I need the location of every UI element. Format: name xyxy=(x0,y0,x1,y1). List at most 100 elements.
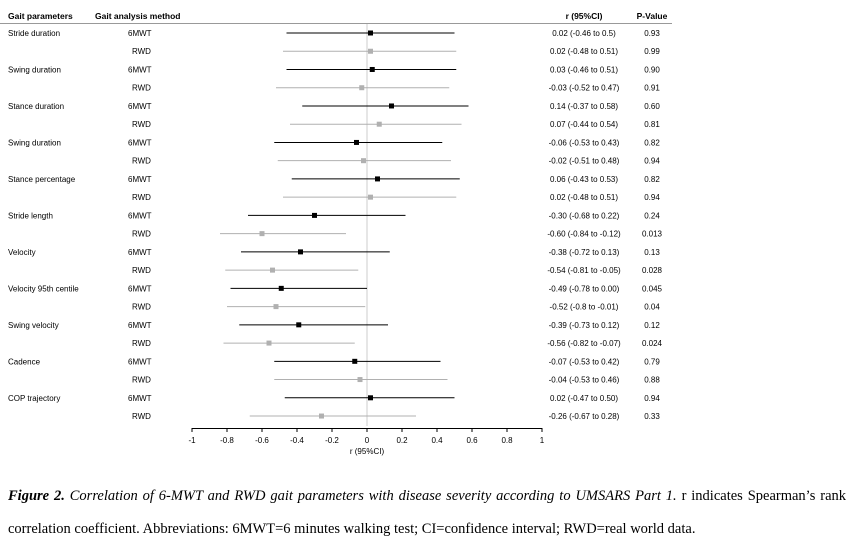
p-value: 0.13 xyxy=(644,248,660,257)
point-estimate xyxy=(368,395,373,401)
p-value: 0.91 xyxy=(644,84,660,93)
x-tick-label: -0.2 xyxy=(325,436,339,445)
method-label: 6MWT xyxy=(128,321,152,330)
caption-title: Correlation of 6-MWT and RWD gait parame… xyxy=(69,488,677,504)
point-estimate xyxy=(278,285,284,291)
ci-text: -0.02 (-0.51 to 0.48) xyxy=(549,157,620,166)
figure-caption: Figure 2. Correlation of 6-MWT and RWD g… xyxy=(8,480,846,546)
p-value: 0.024 xyxy=(642,339,663,348)
point-estimate xyxy=(259,231,265,237)
ci-text: 0.14 (-0.37 to 0.58) xyxy=(550,102,618,111)
ci-text: 0.02 (-0.48 to 0.51) xyxy=(550,47,618,56)
header-method: Gait analysis method xyxy=(95,11,181,21)
x-tick-label: -0.4 xyxy=(290,436,304,445)
p-value: 0.60 xyxy=(644,102,660,111)
method-label: 6MWT xyxy=(128,284,152,293)
method-label: 6MWT xyxy=(128,357,152,366)
param-label: Swing duration xyxy=(8,65,61,74)
ci-text: 0.03 (-0.46 to 0.51) xyxy=(550,65,618,74)
method-label: RWD xyxy=(132,47,151,56)
ci-text: -0.04 (-0.53 to 0.46) xyxy=(549,376,620,385)
point-estimate xyxy=(361,158,366,164)
p-value: 0.90 xyxy=(644,65,660,74)
ci-text: -0.03 (-0.52 to 0.47) xyxy=(549,84,620,93)
method-label: RWD xyxy=(132,84,151,93)
x-tick-label: 1 xyxy=(540,436,545,445)
method-label: 6MWT xyxy=(128,65,152,74)
p-value: 0.94 xyxy=(644,394,660,403)
param-label: Velocity xyxy=(8,248,36,257)
p-value: 0.99 xyxy=(644,47,660,56)
ci-text: -0.52 (-0.8 to -0.01) xyxy=(550,303,619,312)
header-param: Gait parameters xyxy=(8,11,73,21)
param-label: Stride length xyxy=(8,211,53,220)
point-estimate xyxy=(359,85,365,91)
point-estimate xyxy=(270,267,275,273)
method-label: RWD xyxy=(132,120,151,129)
point-estimate xyxy=(376,121,382,127)
ci-text: 0.06 (-0.43 to 0.53) xyxy=(550,175,618,184)
point-estimate xyxy=(354,139,359,145)
param-label: Cadence xyxy=(8,357,41,366)
p-value: 0.82 xyxy=(644,138,660,147)
p-value: 0.94 xyxy=(644,157,660,166)
header-pvalue: P-Value xyxy=(637,11,668,21)
method-label: 6MWT xyxy=(128,175,152,184)
point-estimate xyxy=(369,66,375,72)
param-label: Velocity 95th centile xyxy=(8,284,79,293)
x-tick-label: 0.6 xyxy=(466,436,478,445)
ci-text: 0.02 (-0.47 to 0.50) xyxy=(550,394,618,403)
method-label: RWD xyxy=(132,412,151,421)
x-tick-label: -0.8 xyxy=(220,436,234,445)
p-value: 0.94 xyxy=(644,193,660,202)
method-label: RWD xyxy=(132,339,151,348)
x-tick-label: 0.4 xyxy=(431,436,443,445)
method-label: 6MWT xyxy=(128,394,152,403)
param-label: Swing duration xyxy=(8,138,61,147)
p-value: 0.88 xyxy=(644,376,660,385)
param-label: Swing velocity xyxy=(8,321,59,330)
ci-text: -0.07 (-0.53 to 0.42) xyxy=(549,357,620,366)
method-label: 6MWT xyxy=(128,211,152,220)
param-label: Stride duration xyxy=(8,29,60,38)
method-label: RWD xyxy=(132,303,151,312)
param-label: Stance duration xyxy=(8,102,64,111)
x-tick-label: 0.8 xyxy=(501,436,513,445)
ci-text: 0.02 (-0.46 to 0.5) xyxy=(552,29,616,38)
point-estimate xyxy=(273,304,279,310)
ci-text: -0.60 (-0.84 to -0.12) xyxy=(547,230,621,239)
point-estimate xyxy=(319,413,324,419)
ci-text: -0.38 (-0.72 to 0.13) xyxy=(549,248,620,257)
point-estimate xyxy=(357,377,363,383)
ci-text: -0.56 (-0.82 to -0.07) xyxy=(547,339,621,348)
point-estimate xyxy=(375,176,380,182)
x-tick-label: 0 xyxy=(365,436,370,445)
p-value: 0.013 xyxy=(642,230,663,239)
caption-body: r indicates Spearman’s rank correlation … xyxy=(8,488,847,537)
point-estimate xyxy=(352,358,358,364)
point-estimate xyxy=(312,212,317,218)
ci-text: -0.26 (-0.67 to 0.28) xyxy=(549,412,620,421)
p-value: 0.82 xyxy=(644,175,660,184)
point-estimate xyxy=(368,30,373,36)
point-estimate xyxy=(298,249,303,255)
ci-text: -0.39 (-0.73 to 0.12) xyxy=(549,321,620,330)
p-value: 0.79 xyxy=(644,357,660,366)
forest-plot: Gait parameters Gait analysis method r (… xyxy=(0,11,672,456)
param-label: COP trajectory xyxy=(8,394,60,403)
method-label: RWD xyxy=(132,157,151,166)
point-estimate xyxy=(368,48,373,54)
caption-label: Figure 2. xyxy=(8,488,65,504)
method-label: 6MWT xyxy=(128,102,152,111)
x-tick-label: -0.6 xyxy=(255,436,269,445)
p-value: 0.12 xyxy=(644,321,660,330)
point-estimate xyxy=(266,340,272,346)
method-label: 6MWT xyxy=(128,29,152,38)
ci-text: -0.54 (-0.81 to -0.05) xyxy=(547,266,621,275)
p-value: 0.93 xyxy=(644,29,660,38)
header-ci: r (95%CI) xyxy=(566,11,603,21)
ci-text: -0.30 (-0.68 to 0.22) xyxy=(549,211,620,220)
point-estimate xyxy=(368,194,373,200)
method-label: RWD xyxy=(132,376,151,385)
ci-text: 0.07 (-0.44 to 0.54) xyxy=(550,120,618,129)
